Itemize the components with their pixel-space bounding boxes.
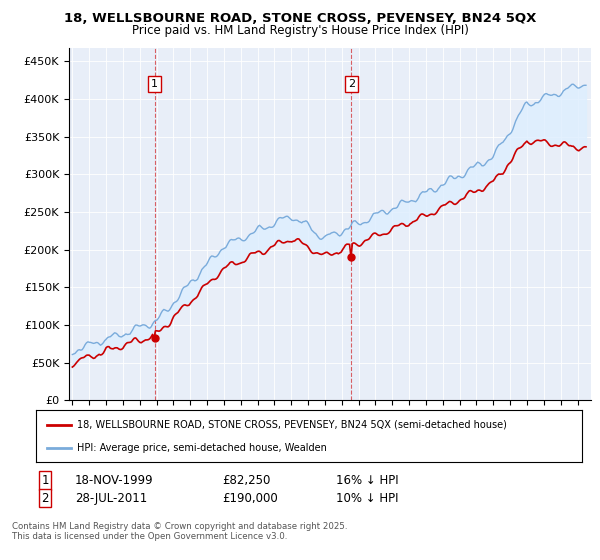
Text: Contains HM Land Registry data © Crown copyright and database right 2025.
This d: Contains HM Land Registry data © Crown c… [12, 522, 347, 542]
Text: 2: 2 [41, 492, 49, 505]
Text: 1: 1 [151, 79, 158, 89]
Text: 18, WELLSBOURNE ROAD, STONE CROSS, PEVENSEY, BN24 5QX: 18, WELLSBOURNE ROAD, STONE CROSS, PEVEN… [64, 12, 536, 25]
Text: HPI: Average price, semi-detached house, Wealden: HPI: Average price, semi-detached house,… [77, 442, 327, 452]
Text: 10% ↓ HPI: 10% ↓ HPI [336, 492, 398, 505]
Text: £190,000: £190,000 [222, 492, 278, 505]
Text: £82,250: £82,250 [222, 474, 271, 487]
Text: 1: 1 [41, 474, 49, 487]
Text: Price paid vs. HM Land Registry's House Price Index (HPI): Price paid vs. HM Land Registry's House … [131, 24, 469, 37]
Text: 2: 2 [348, 79, 355, 89]
Text: 18, WELLSBOURNE ROAD, STONE CROSS, PEVENSEY, BN24 5QX (semi-detached house): 18, WELLSBOURNE ROAD, STONE CROSS, PEVEN… [77, 420, 507, 430]
Text: 28-JUL-2011: 28-JUL-2011 [75, 492, 147, 505]
Text: 18-NOV-1999: 18-NOV-1999 [75, 474, 154, 487]
Text: 16% ↓ HPI: 16% ↓ HPI [336, 474, 398, 487]
